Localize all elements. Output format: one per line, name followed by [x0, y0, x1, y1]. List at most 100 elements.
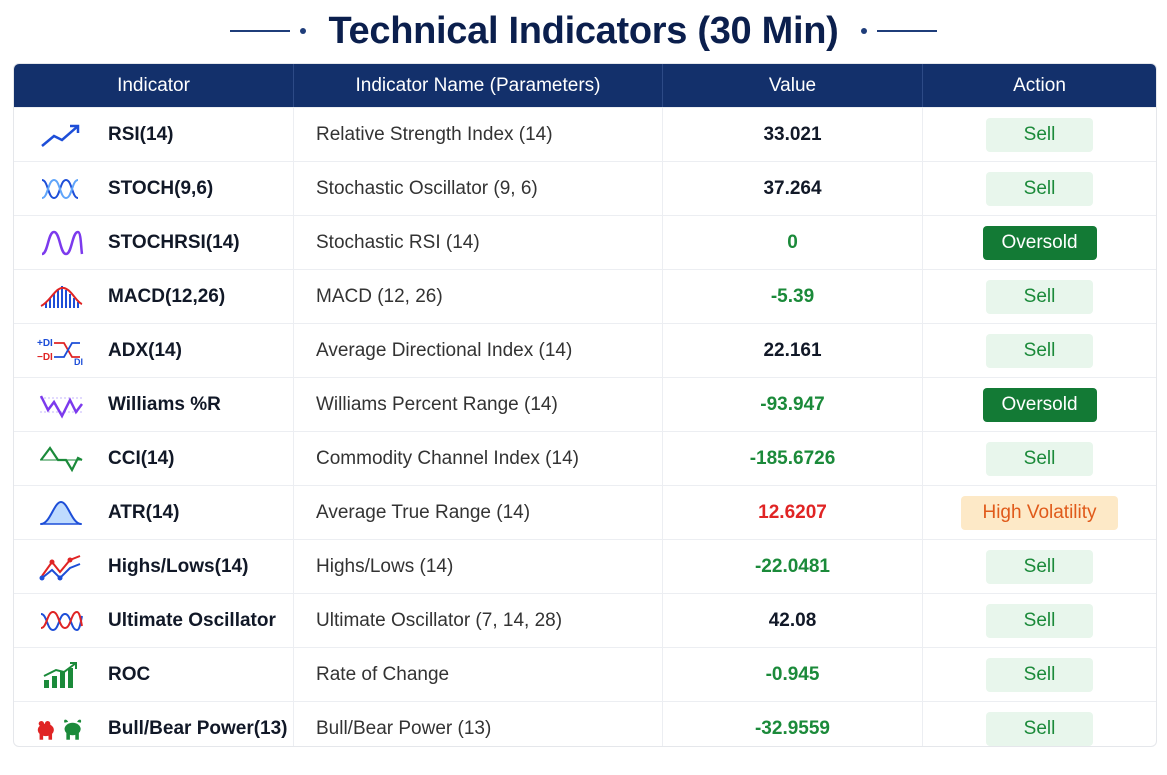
highs-lows-icon — [36, 550, 86, 584]
action-badge[interactable]: Oversold — [982, 387, 1097, 422]
action-badge[interactable]: Sell — [986, 279, 1093, 314]
table-row[interactable]: Bull/Bear Power(13) Bull/Bear Power (13)… — [14, 701, 1156, 746]
title-decoration-right — [851, 28, 937, 34]
indicator-name: Stochastic RSI (14) — [294, 216, 663, 269]
bull-bear-icon — [36, 712, 86, 746]
table-row[interactable]: CCI(14) Commodity Channel Index (14) -18… — [14, 431, 1156, 485]
indicator-name: Rate of Change — [294, 648, 663, 701]
indicator-value: 12.6207 — [663, 486, 923, 539]
indicator-value: 37.264 — [663, 162, 923, 215]
svg-text:+DI: +DI — [37, 338, 53, 349]
indicator-code: STOCHRSI(14) — [108, 231, 240, 253]
indicator-code: ATR(14) — [108, 501, 180, 523]
indicator-value: 33.021 — [663, 108, 923, 161]
williams-wave-icon — [36, 388, 86, 422]
indicator-cell: RSI(14) — [14, 108, 294, 161]
indicator-code: Highs/Lows(14) — [108, 555, 249, 577]
table-row[interactable]: MACD(12,26) MACD (12, 26) -5.39 Sell — [14, 269, 1156, 323]
indicator-cell: Bull/Bear Power(13) — [14, 702, 294, 746]
indicator-name: MACD (12, 26) — [294, 270, 663, 323]
action-cell: Sell — [923, 108, 1156, 161]
indicator-name: Highs/Lows (14) — [294, 540, 663, 593]
action-cell: Sell — [923, 432, 1156, 485]
action-badge[interactable]: Oversold — [982, 225, 1097, 260]
atr-bell-icon — [36, 496, 86, 530]
indicator-value: 0 — [663, 216, 923, 269]
header-action[interactable]: Action — [1013, 74, 1066, 96]
indicator-code: STOCH(9,6) — [108, 177, 214, 199]
indicator-name: Average Directional Index (14) — [294, 324, 663, 377]
action-badge[interactable]: Sell — [986, 441, 1093, 476]
indicator-name: Commodity Channel Index (14) — [294, 432, 663, 485]
table-row[interactable]: ROC Rate of Change -0.945 Sell — [14, 647, 1156, 701]
indicator-cell: CCI(14) — [14, 432, 294, 485]
indicator-cell: ATR(14) — [14, 486, 294, 539]
ultimate-oscillator-icon — [36, 604, 86, 638]
stoch-wave-icon — [36, 172, 86, 206]
indicator-code: CCI(14) — [108, 447, 175, 469]
title-decoration-left — [230, 28, 316, 34]
header-indicator[interactable]: Indicator — [14, 64, 294, 107]
svg-text:−DI: −DI — [37, 352, 53, 363]
action-badge[interactable]: Sell — [986, 711, 1093, 746]
indicator-code: Williams %R — [108, 393, 221, 415]
table-row[interactable]: RSI(14) Relative Strength Index (14) 33.… — [14, 107, 1156, 161]
indicator-name: Stochastic Oscillator (9, 6) — [294, 162, 663, 215]
indicator-name: Williams Percent Range (14) — [294, 378, 663, 431]
indicator-code: ROC — [108, 663, 151, 685]
action-badge[interactable]: Sell — [986, 657, 1093, 692]
indicator-cell: MACD(12,26) — [14, 270, 294, 323]
table-row[interactable]: STOCH(9,6) Stochastic Oscillator (9, 6) … — [14, 161, 1156, 215]
table-row[interactable]: Ultimate Oscillator Ultimate Oscillator … — [14, 593, 1156, 647]
indicator-value: -5.39 — [663, 270, 923, 323]
action-cell: Sell — [923, 702, 1156, 746]
indicator-code: RSI(14) — [108, 123, 174, 145]
action-cell: Sell — [923, 540, 1156, 593]
action-cell: Sell — [923, 270, 1156, 323]
indicator-value: -93.947 — [663, 378, 923, 431]
indicator-name: Bull/Bear Power (13) — [294, 702, 663, 746]
header-indicator-name[interactable]: Indicator Name (Parameters) — [294, 64, 663, 107]
indicator-value: -22.0481 — [663, 540, 923, 593]
indicator-cell: ROC — [14, 648, 294, 701]
action-cell: High Volatility — [923, 486, 1156, 539]
action-cell: Sell — [923, 648, 1156, 701]
table-row[interactable]: +DI −DI DI ADX(14) Average Directional I… — [14, 323, 1156, 377]
table-row[interactable]: Highs/Lows(14) Highs/Lows (14) -22.0481 … — [14, 539, 1156, 593]
page-title: Technical Indicators (30 Min) — [328, 9, 839, 52]
table-row[interactable]: STOCHRSI(14) Stochastic RSI (14) 0 Overs… — [14, 215, 1156, 269]
trend-up-icon — [36, 118, 86, 152]
indicator-value: 22.161 — [663, 324, 923, 377]
indicator-value: -0.945 — [663, 648, 923, 701]
action-cell: Sell — [923, 162, 1156, 215]
indicator-value: -185.6726 — [663, 432, 923, 485]
indicator-code: MACD(12,26) — [108, 285, 226, 307]
action-badge[interactable]: Sell — [986, 603, 1093, 638]
macd-histogram-icon — [36, 280, 86, 314]
title-area: Technical Indicators (30 Min) — [0, 0, 1167, 62]
indicator-name: Ultimate Oscillator (7, 14, 28) — [294, 594, 663, 647]
indicator-value: -32.9559 — [663, 702, 923, 746]
roc-bars-icon — [36, 658, 86, 692]
header-value[interactable]: Value — [663, 64, 923, 107]
action-cell: Oversold — [923, 216, 1156, 269]
action-badge[interactable]: Sell — [986, 333, 1093, 368]
indicator-cell: Ultimate Oscillator — [14, 594, 294, 647]
svg-text:DI: DI — [74, 357, 83, 367]
table-row[interactable]: ATR(14) Average True Range (14) 12.6207 … — [14, 485, 1156, 539]
indicator-code: ADX(14) — [108, 339, 182, 361]
action-badge[interactable]: Sell — [986, 171, 1093, 206]
action-badge[interactable]: Sell — [986, 549, 1093, 584]
indicator-value: 42.08 — [663, 594, 923, 647]
action-badge[interactable]: High Volatility — [961, 495, 1118, 530]
indicator-cell: STOCHRSI(14) — [14, 216, 294, 269]
indicator-code: Ultimate Oscillator — [108, 609, 276, 631]
action-badge[interactable]: Sell — [986, 117, 1093, 152]
action-cell: Oversold — [923, 378, 1156, 431]
action-cell: Sell — [923, 594, 1156, 647]
table-row[interactable]: Williams %R Williams Percent Range (14) … — [14, 377, 1156, 431]
table-header: Indicator Indicator Name (Parameters) Va… — [14, 64, 1156, 107]
indicator-cell: STOCH(9,6) — [14, 162, 294, 215]
indicator-cell: +DI −DI DI ADX(14) — [14, 324, 294, 377]
action-cell: Sell — [923, 324, 1156, 377]
